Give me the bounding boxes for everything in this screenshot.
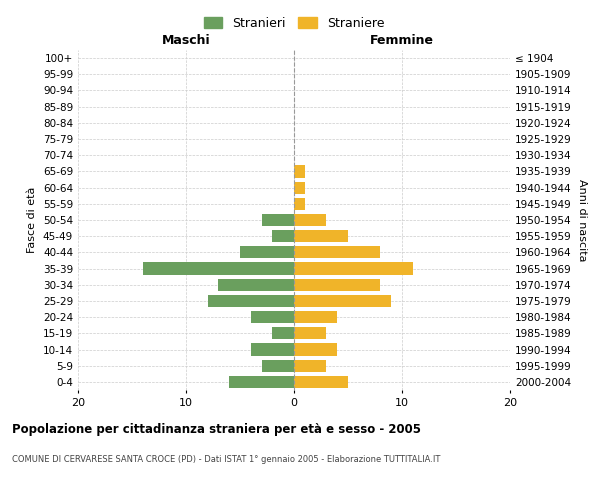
Bar [240,246,294,258]
Bar [294,214,326,226]
Bar [294,295,391,307]
Bar [272,328,294,340]
Bar [294,262,413,274]
Bar [294,182,305,194]
Bar [262,214,294,226]
Bar [229,376,294,388]
Bar [208,295,294,307]
Bar [272,230,294,242]
Bar [294,230,348,242]
Text: Maschi: Maschi [161,34,211,47]
Text: Popolazione per cittadinanza straniera per età e sesso - 2005: Popolazione per cittadinanza straniera p… [12,422,421,436]
Text: Femmine: Femmine [370,34,434,47]
Bar [294,198,305,210]
Bar [251,311,294,323]
Legend: Stranieri, Straniere: Stranieri, Straniere [199,12,389,35]
Bar [294,344,337,355]
Bar [143,262,294,274]
Bar [294,376,348,388]
Bar [294,166,305,177]
Bar [262,360,294,372]
Text: COMUNE DI CERVARESE SANTA CROCE (PD) - Dati ISTAT 1° gennaio 2005 - Elaborazione: COMUNE DI CERVARESE SANTA CROCE (PD) - D… [12,455,440,464]
Y-axis label: Fasce di età: Fasce di età [28,187,37,253]
Bar [294,360,326,372]
Bar [294,328,326,340]
Bar [294,278,380,291]
Bar [294,246,380,258]
Bar [218,278,294,291]
Bar [251,344,294,355]
Bar [294,311,337,323]
Y-axis label: Anni di nascita: Anni di nascita [577,179,587,261]
